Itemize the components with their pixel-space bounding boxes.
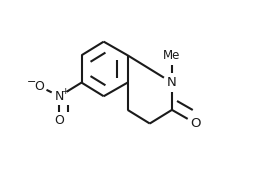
- Text: −: −: [26, 77, 36, 87]
- Text: O: O: [54, 114, 64, 127]
- Text: Me: Me: [163, 49, 181, 62]
- Text: O: O: [34, 79, 44, 93]
- Text: +: +: [61, 87, 69, 96]
- Text: N: N: [167, 76, 177, 89]
- Text: O: O: [190, 117, 201, 130]
- Text: N: N: [55, 90, 64, 103]
